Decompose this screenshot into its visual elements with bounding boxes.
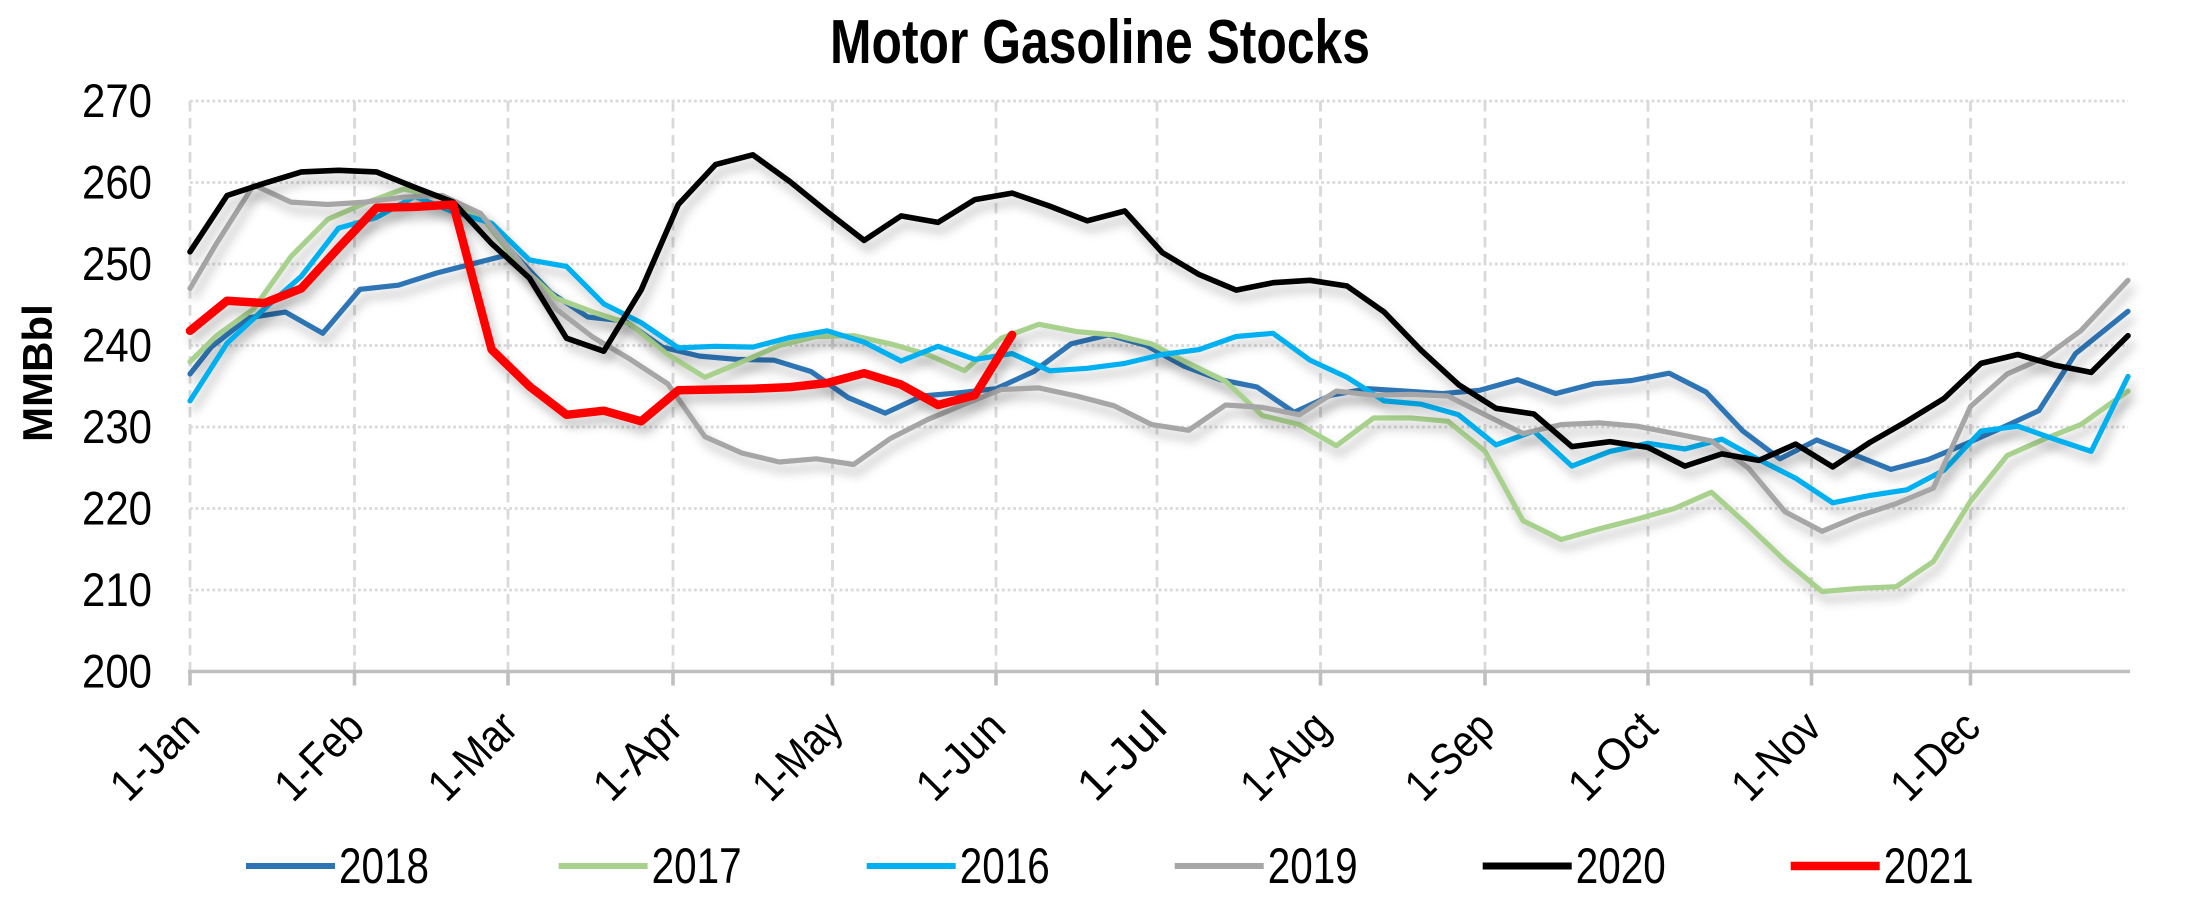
svg-text:2018: 2018: [339, 838, 429, 894]
svg-text:2016: 2016: [960, 838, 1050, 894]
svg-text:MMBbl: MMBbl: [14, 304, 61, 442]
svg-text:2019: 2019: [1268, 838, 1358, 894]
svg-text:270: 270: [82, 74, 152, 127]
svg-text:210: 210: [82, 563, 152, 616]
svg-text:200: 200: [82, 645, 152, 698]
svg-text:2021: 2021: [1884, 838, 1974, 894]
svg-text:2020: 2020: [1576, 838, 1666, 894]
svg-text:230: 230: [82, 400, 152, 453]
svg-text:220: 220: [82, 482, 152, 535]
svg-text:240: 240: [82, 319, 152, 372]
svg-text:Motor Gasoline Stocks: Motor Gasoline Stocks: [830, 8, 1370, 77]
svg-text:260: 260: [82, 156, 152, 209]
svg-text:2017: 2017: [652, 838, 742, 894]
svg-text:250: 250: [82, 237, 152, 290]
